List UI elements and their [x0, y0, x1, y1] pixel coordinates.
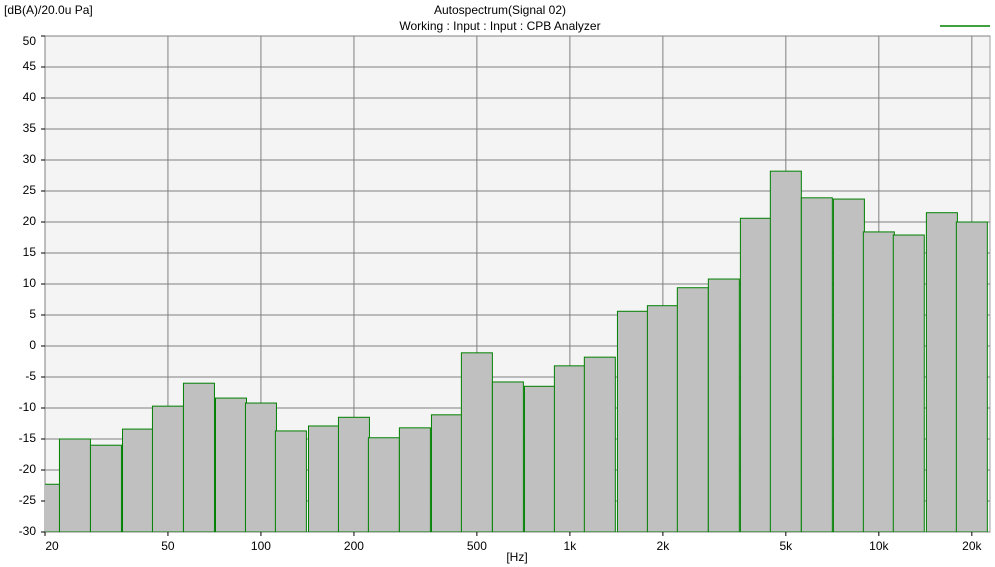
- bar: [398, 427, 431, 532]
- x-tick-label: 1k: [564, 539, 578, 553]
- bar: [122, 428, 155, 532]
- y-tick-label: 15: [23, 245, 37, 259]
- x-tick-label: 10k: [869, 539, 889, 553]
- bar: [553, 365, 586, 532]
- x-axis-label: [Hz]: [506, 550, 527, 564]
- y-tick-label: 35: [23, 121, 37, 135]
- x-tick-label: 20k: [962, 539, 982, 553]
- y-tick-label: -5: [25, 369, 36, 383]
- bar: [800, 197, 833, 532]
- bar: [460, 352, 493, 532]
- y-tick-label: 0: [29, 338, 36, 352]
- y-tick-label: -30: [19, 524, 37, 538]
- y-tick-label: -20: [19, 462, 37, 476]
- bar: [58, 438, 91, 532]
- bar: [739, 217, 772, 532]
- chart-subtitle: Working : Input : Input : CPB Analyzer: [399, 19, 600, 33]
- x-tick-label: 20: [45, 539, 59, 553]
- bar: [892, 234, 925, 532]
- bar: [832, 198, 865, 532]
- x-tick-label: 100: [251, 539, 271, 553]
- bar: [308, 425, 341, 532]
- bar: [769, 170, 802, 532]
- bars: [45, 170, 988, 532]
- x-tick-label: 50: [161, 539, 175, 553]
- y-tick-label: 20: [23, 214, 37, 228]
- y-tick-label: 25: [23, 183, 37, 197]
- x-tick-label: 5k: [779, 539, 793, 553]
- bar: [955, 221, 988, 532]
- y-tick-label: 45: [23, 59, 37, 73]
- bar: [523, 385, 556, 532]
- y-tick-label: 40: [23, 90, 37, 104]
- y-tick-label: 10: [23, 276, 37, 290]
- y-tick-label: 5: [29, 307, 36, 321]
- bar: [215, 397, 248, 532]
- y-axis-label: [dB(A)/20.0u Pa]: [4, 3, 93, 17]
- y-tick-label: 30: [23, 152, 37, 166]
- bar: [676, 287, 709, 532]
- bar: [616, 310, 649, 532]
- bar: [274, 430, 307, 532]
- y-tick-label: -25: [19, 493, 37, 507]
- bar: [337, 416, 370, 532]
- bar: [646, 305, 679, 532]
- bar: [244, 402, 277, 532]
- y-tick-label: -10: [19, 400, 37, 414]
- bar: [862, 231, 895, 532]
- bar: [367, 437, 400, 532]
- bar: [491, 381, 524, 532]
- y-tick-label: 50: [23, 34, 37, 48]
- x-tick-label: 2k: [657, 539, 671, 553]
- bar: [182, 382, 215, 532]
- tick-labels: -30 -25 -20 -15 -10 -5 0 5 10 15 20 25 30 35 40 45 50 20 5…: [19, 34, 983, 553]
- bar: [430, 414, 463, 532]
- chart-title: Autospectrum(Signal 02): [434, 3, 566, 17]
- x-tick-label: 500: [467, 539, 487, 553]
- bar: [89, 444, 122, 532]
- bar: [707, 278, 740, 532]
- x-tick-label: 200: [344, 539, 364, 553]
- y-tick-label: -15: [19, 431, 37, 445]
- bar: [583, 356, 616, 532]
- bar: [925, 212, 958, 532]
- bar: [151, 405, 184, 532]
